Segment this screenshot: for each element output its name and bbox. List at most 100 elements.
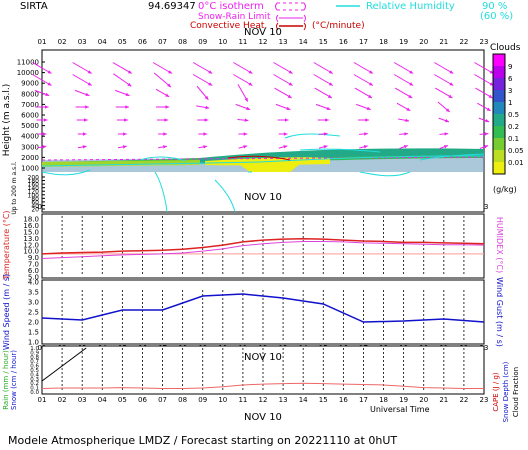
hour-label: 16 — [339, 38, 348, 46]
hour-label: 14 — [299, 396, 308, 404]
wind-arrow — [273, 74, 293, 86]
clouds-legend-value: 0.5 — [508, 111, 519, 119]
wind-arrow — [233, 62, 253, 74]
hour-label: 07 — [158, 396, 167, 404]
hour-label: 13 — [279, 396, 288, 404]
wind-arrow — [356, 103, 371, 111]
wind-arrow — [439, 132, 449, 136]
hour-label: 04 — [98, 396, 107, 404]
clouds-legend-value: 9 — [508, 63, 512, 71]
height-y-tick: 200 — [28, 175, 40, 182]
temperature-y-tick: 6.0 — [28, 267, 39, 275]
wind-arrow — [158, 132, 167, 136]
wind-arrow — [275, 103, 291, 111]
precip-y-tick: 0.4 — [30, 372, 39, 378]
wind-arrow — [34, 89, 50, 97]
hour-label: 19 — [399, 396, 408, 404]
wind-arrow — [157, 118, 169, 122]
wind-arrow — [75, 105, 89, 109]
wind-arrow — [434, 74, 454, 86]
hour-label: 17 — [359, 396, 368, 404]
convective-legend-label: Convective Heat. — [190, 21, 267, 31]
rain-y-axis-label: Rain (mm / hour) — [2, 350, 10, 410]
hour-label: 23 — [480, 38, 489, 46]
station-name: SIRTA — [20, 1, 48, 12]
wind-arrow — [434, 62, 454, 74]
precip-y-tick: 0.3 — [30, 377, 39, 383]
humidex-series — [41, 240, 485, 260]
wind-arrow — [77, 132, 87, 136]
clouds-legend-swatch — [493, 102, 505, 114]
wind-gust-y-axis-label: Wind Gust (m / s) — [495, 277, 504, 347]
wind-y-ticks: 4.0 3.5 3.0 2.5 2.0 1.5 1.0 — [28, 279, 39, 347]
wind-arrow — [114, 89, 130, 97]
height-y-tick: 160 — [28, 182, 40, 189]
height-y-tick: 120 — [28, 189, 40, 196]
height-y-tick: 6000 — [21, 112, 39, 120]
wind-arrow — [192, 62, 213, 74]
wind-y-tick: 2.0 — [28, 319, 39, 327]
hour-label: 11 — [238, 38, 247, 46]
hour-label: 12 — [259, 396, 268, 404]
height-y-ticks: 11000 10000 9000 8000 7000 6000 5000 4000 3000 20… — [17, 59, 45, 214]
snow-rain-legend-label: Snow-Rain Limit — [198, 12, 271, 22]
wind-arrow — [37, 145, 47, 149]
wind-arrow — [277, 118, 289, 122]
hour-label: 12 — [259, 38, 268, 46]
mid-date-label: NOV 10 — [244, 192, 282, 203]
clouds-legend-value: 0.01 — [508, 159, 524, 167]
wind-arrow — [393, 62, 414, 74]
wind-arrow — [313, 74, 334, 86]
hour-label: 11 — [238, 396, 247, 404]
hour-labels-bottom: 01 02 03 04 05 06 07 08 09 10 11 12 13 14 15 16 17 18 19 20… — [38, 396, 489, 404]
wind-y-axis-label: Wind Speed (m / s) — [2, 274, 11, 350]
clouds-legend-swatch — [493, 126, 505, 138]
snow-depth-series — [41, 347, 87, 382]
hour-label: 08 — [178, 396, 187, 404]
temperature-y-axis-label: Temperature (°C) — [2, 210, 11, 280]
clouds-legend-labels: 9 6 3 1 0.5 0.2 0.1 0.05 0.01 — [508, 63, 524, 167]
wind-arrow — [192, 74, 213, 86]
temperature-series — [41, 237, 485, 255]
height-panel-frame — [41, 49, 485, 213]
height-y-tick: 100 — [28, 192, 40, 199]
top-date-label: NOV 10 — [244, 27, 282, 38]
precip-y-tick: 0.8 — [30, 355, 39, 361]
wind-arrow — [77, 145, 87, 149]
wind-arrow — [37, 132, 47, 136]
clouds-legend-swatch — [493, 54, 505, 66]
hour-label: 19 — [399, 38, 408, 46]
temperature-y-tick: 15.0 — [23, 228, 39, 236]
wind-arrow — [117, 145, 127, 149]
height-y-tick: 2000 — [21, 154, 39, 162]
wind-arrow — [113, 73, 132, 87]
wind-arrow — [317, 118, 329, 122]
temperature-y-tick: 10.0 — [23, 248, 39, 256]
snow-rain-legend-swatch — [276, 14, 306, 23]
precip-panel: 1.00.90.80.70.60.50.40.30.20.10.0 NOV 10… — [2, 345, 520, 422]
wind-arrow — [438, 117, 450, 123]
height-y-tick: 10000 — [17, 69, 39, 77]
wind-arrow — [439, 145, 449, 149]
hour-label: 02 — [58, 38, 67, 46]
wind-arrow — [32, 74, 52, 86]
wind-y-tick: 3.5 — [28, 289, 39, 297]
hour-label: 14 — [299, 38, 308, 46]
wind-arrow — [117, 132, 127, 136]
height-y-tick: 140 — [28, 185, 40, 192]
wind-arrow — [278, 145, 288, 149]
rh-60-label: (60 %) — [480, 11, 513, 22]
clouds-legend-swatch — [493, 90, 505, 102]
wind-arrows — [32, 62, 494, 149]
isotherm-line — [41, 156, 485, 161]
height-y-tick: 60 — [31, 199, 39, 206]
wind-arrow — [399, 145, 408, 149]
isotherm-legend-swatch — [275, 2, 306, 11]
universal-time-label: Universal Time — [370, 405, 430, 414]
height-y-tick: 1000 — [21, 165, 39, 173]
clouds-legend-value: 0.2 — [508, 123, 519, 131]
wind-arrow — [115, 105, 129, 109]
hour-label: 07 — [158, 38, 167, 46]
temperature-y-tick: 7.0 — [28, 261, 39, 269]
hour-label: 04 — [98, 38, 107, 46]
